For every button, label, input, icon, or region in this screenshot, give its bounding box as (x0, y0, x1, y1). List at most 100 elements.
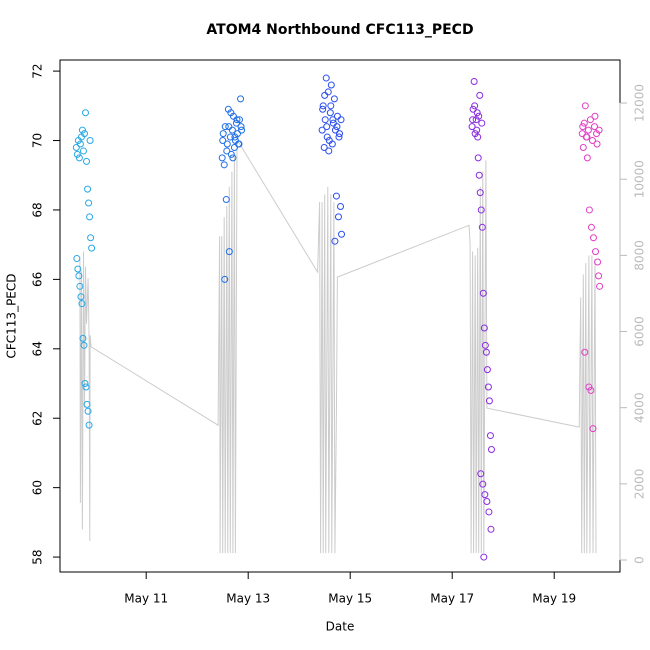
point (76, 140, 84, 148)
point (583, 154, 591, 162)
point (480, 324, 488, 332)
point (590, 123, 598, 131)
point (475, 112, 483, 120)
point (478, 119, 486, 127)
point (237, 123, 245, 131)
point (483, 366, 491, 374)
point (221, 123, 229, 131)
point (485, 397, 493, 405)
point (79, 334, 87, 342)
y-tick-label: 64 (31, 341, 45, 356)
point (83, 400, 91, 408)
point (338, 230, 346, 238)
point (580, 119, 588, 127)
point (75, 272, 83, 280)
point (327, 102, 335, 110)
y2-tick-label: 12000 (633, 84, 647, 122)
y2-tick-label: 10000 (633, 160, 647, 198)
point (229, 154, 237, 162)
point (225, 248, 233, 256)
point (87, 234, 95, 242)
point (84, 185, 92, 193)
point (337, 202, 345, 210)
point (83, 157, 91, 165)
point (233, 116, 241, 124)
point (79, 147, 87, 155)
point (587, 386, 595, 394)
point (73, 150, 81, 158)
point (323, 133, 331, 141)
point (579, 143, 587, 151)
point (238, 126, 246, 134)
point (219, 137, 227, 145)
point (81, 380, 89, 388)
point (482, 348, 490, 356)
chart-title: ATOM4 Northbound CFC113_PECD (206, 22, 473, 38)
point (227, 109, 235, 117)
point (331, 126, 339, 134)
point (82, 109, 90, 117)
x-tick-label: May 11 (124, 592, 168, 606)
y-tick-label: 70 (31, 133, 45, 148)
point (333, 123, 341, 131)
point (235, 140, 243, 148)
point (321, 116, 329, 124)
y-tick-label: 68 (31, 202, 45, 217)
point (225, 123, 233, 131)
point (477, 206, 485, 214)
point (581, 102, 589, 110)
point (72, 143, 80, 151)
point (579, 123, 587, 131)
y-axis-label: CFC113_PECD (5, 273, 19, 358)
x-tick-label: May 19 (532, 592, 576, 606)
point (222, 196, 230, 204)
point (481, 341, 489, 349)
point (223, 147, 231, 155)
point (85, 421, 93, 429)
point (486, 432, 494, 440)
point (334, 213, 342, 221)
point (86, 213, 94, 221)
point (594, 258, 602, 266)
point (335, 130, 343, 138)
point (78, 300, 86, 308)
point (80, 130, 88, 138)
point (474, 133, 482, 141)
point (328, 140, 336, 148)
point (331, 237, 339, 245)
point (476, 189, 484, 197)
x-axis-label: Date (326, 620, 355, 634)
point (228, 126, 236, 134)
point (82, 383, 90, 391)
point (74, 265, 82, 273)
point (581, 348, 589, 356)
point (333, 112, 341, 120)
point (586, 116, 594, 124)
y-tick-label: 60 (31, 480, 45, 495)
point (487, 525, 495, 533)
point (86, 137, 94, 145)
point (473, 109, 481, 117)
point (322, 74, 330, 82)
point (596, 282, 604, 290)
point (483, 498, 491, 506)
point (73, 255, 81, 263)
point (484, 383, 492, 391)
point (326, 109, 334, 117)
point (332, 192, 340, 200)
point (485, 508, 493, 516)
point (479, 480, 487, 488)
y2-tick-label: 0 (633, 556, 647, 564)
y-tick-label: 72 (31, 63, 45, 78)
point (84, 407, 92, 415)
point (593, 140, 601, 148)
point (585, 206, 593, 214)
y2-tick-label: 8000 (633, 240, 647, 271)
point (323, 123, 331, 131)
point (335, 133, 343, 141)
point (220, 161, 228, 169)
point (329, 116, 337, 124)
x-tick-label: May 13 (226, 592, 270, 606)
point (479, 289, 487, 297)
